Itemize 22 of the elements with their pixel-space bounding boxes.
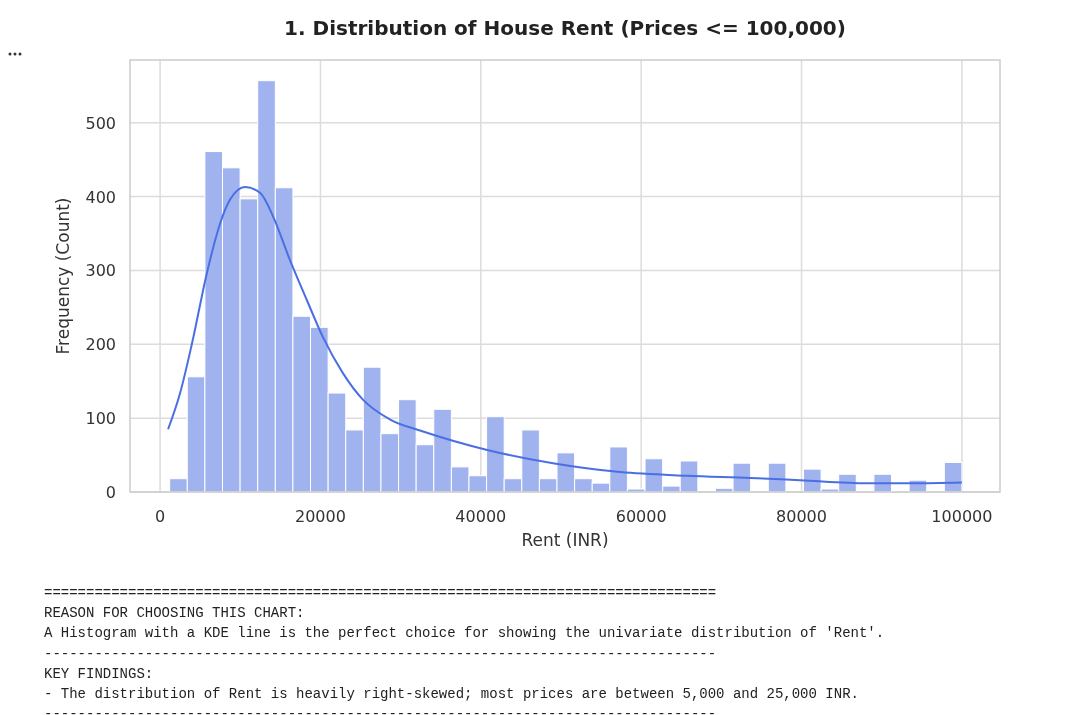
y-tick-label: 100: [85, 409, 116, 429]
text: - The distribution of Rent is heavily right-skewed; most prices are between 5,000 and 25,000 INR.: [44, 686, 859, 702]
text: --------------------------------------------------------------------------------: [44, 645, 717, 662]
y-tick-label: 0: [105, 483, 116, 502]
x-tick-label: 40000: [455, 507, 507, 526]
y-tick-label: 200: [85, 335, 116, 355]
x-tick-label: 80000: [776, 507, 827, 526]
x-tick-label: 100000: [931, 507, 993, 526]
y-tick-label: 400: [85, 187, 116, 207]
chart-title: 1. Distribution of House Rent (Prices <= 100,000): [284, 16, 846, 40]
y-tick-label: 300: [85, 261, 116, 281]
x-tick-label: 0: [154, 507, 166, 526]
y-axis-title: Frequency (Count): [53, 197, 73, 355]
x-axis-title: Rent (INR): [521, 530, 609, 550]
text: ================================================================================: [44, 585, 717, 601]
x-tick-label: 60000: [615, 507, 667, 526]
text: A Histogram with a KDE line is the perfect choice for showing the univariate distribution of 'Rent'.: [44, 625, 885, 642]
x-tick-label: 20000: [294, 507, 346, 526]
text: KEY FINDINGS:: [44, 665, 154, 682]
y-tick-label: 500: [85, 113, 116, 133]
text: --------------------------------------------------------------------------------: [44, 706, 717, 715]
text: REASON FOR CHOOSING THIS CHART:: [44, 605, 305, 622]
